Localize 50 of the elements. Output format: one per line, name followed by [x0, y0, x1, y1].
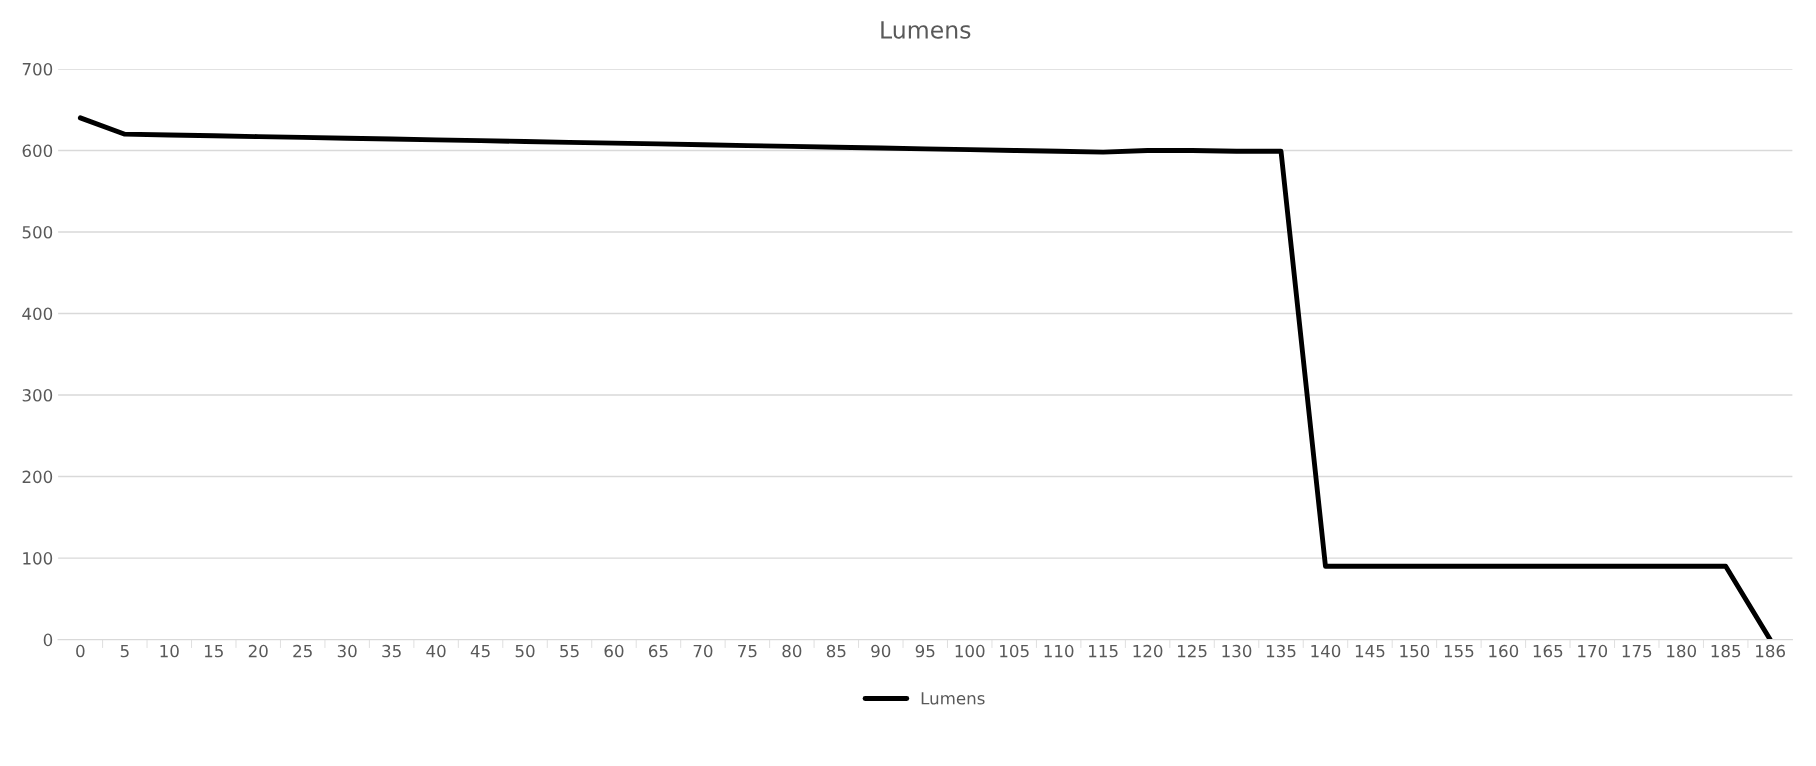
y-tick-label: 0	[43, 633, 53, 647]
legend-label: Lumens	[921, 692, 985, 705]
x-tick-label: 80	[782, 644, 802, 658]
x-tick-label: 75	[738, 644, 757, 658]
x-tick-label: 40	[426, 644, 446, 658]
x-tick-label: 0	[76, 644, 85, 658]
x-tick-label: 90	[871, 644, 891, 658]
chart-title: Lumens	[881, 21, 971, 39]
x-tick-label: 45	[470, 644, 490, 658]
x-tick-label: 70	[693, 644, 713, 658]
x-tick-label: 175	[1622, 644, 1652, 658]
x-tick-label: 125	[1177, 644, 1207, 658]
x-tick-label: 100	[955, 644, 985, 658]
x-tick-label: 145	[1355, 644, 1385, 658]
x-tick-label: 155	[1444, 644, 1474, 658]
x-tick-label: 115	[1089, 644, 1118, 658]
x-tick-label: 30	[337, 644, 357, 658]
x-tick-label: 95	[915, 644, 935, 658]
x-tick-label: 110	[1044, 644, 1074, 658]
x-tick-label: 105	[1000, 644, 1029, 658]
x-tick-label: 140	[1311, 644, 1341, 658]
x-tick-label: 5	[120, 644, 129, 658]
x-tick-label: 25	[293, 644, 312, 658]
y-tick-label: 100	[23, 552, 53, 565]
x-tick-label: 20	[248, 644, 268, 658]
x-tick-label: 120	[1133, 644, 1163, 658]
x-tick-label: 150	[1400, 644, 1430, 658]
x-tick-label: 35	[382, 644, 401, 658]
y-tick-label: 300	[22, 389, 53, 402]
x-tick-label: 55	[560, 644, 579, 658]
x-tick-label: 135	[1266, 644, 1296, 658]
y-tick-label: 400	[22, 307, 53, 321]
line-series	[77, 115, 1773, 640]
x-tick-label: 160	[1489, 644, 1519, 658]
x-tick-label: 130	[1222, 644, 1252, 658]
x-tick-label: 85	[826, 644, 846, 658]
x-tick-label: 50	[515, 644, 535, 658]
x-tick-label: 186	[1756, 644, 1786, 658]
y-tick-label: 200	[22, 470, 53, 484]
x-tick-label: 10	[160, 644, 179, 658]
y-tick-label: 600	[22, 144, 53, 158]
x-tick-label: 165	[1533, 644, 1563, 658]
x-tick-label: 15	[204, 644, 223, 658]
x-tick-label: 180	[1667, 644, 1697, 658]
x-tick-label: 65	[649, 644, 668, 658]
x-tick-label: 170	[1578, 644, 1608, 658]
x-tick-label: 60	[604, 644, 624, 658]
y-tick-label: 700	[22, 62, 53, 76]
x-tick-label: 185	[1711, 644, 1741, 658]
y-tick-label: 500	[22, 225, 53, 239]
